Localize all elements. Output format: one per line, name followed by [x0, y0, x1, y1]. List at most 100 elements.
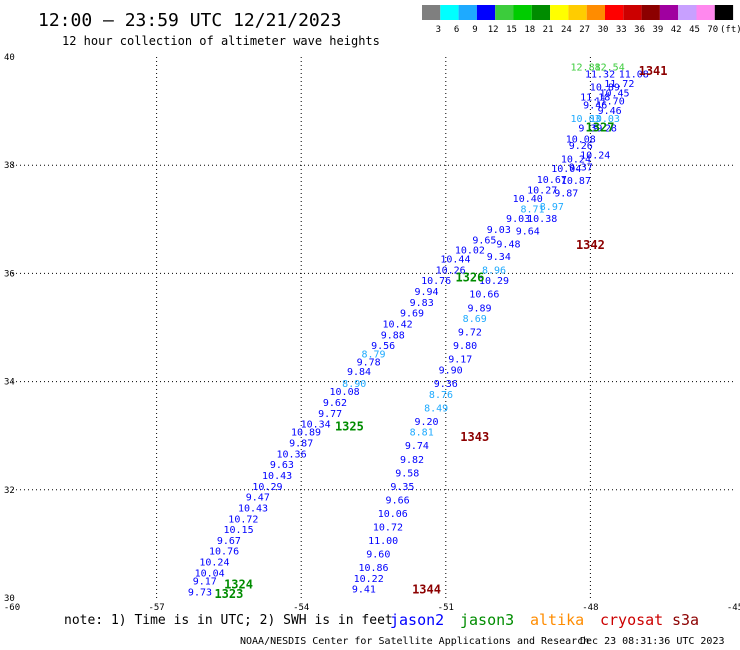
- wave-height-value: 9.82: [400, 455, 424, 466]
- wave-height-value: 8.81: [410, 428, 434, 439]
- wave-height-value: 10.45: [599, 88, 629, 99]
- legend-swatch: [531, 5, 551, 20]
- axis-ticks: -60 -57 -54 -51 -48 -45 30 32 34 36 38 40: [4, 53, 740, 613]
- wave-height-value: 9.03: [506, 214, 530, 225]
- wave-height-value: 9.35: [390, 482, 414, 493]
- x-tick-label: -51: [438, 603, 454, 613]
- wave-height-value: 11.70: [595, 97, 625, 108]
- x-tick-label: -45: [727, 603, 740, 613]
- satellite-name: jason2: [390, 611, 444, 629]
- wave-height-value: 9.39: [578, 124, 602, 135]
- wave-height-value: 9.87: [289, 439, 313, 450]
- wave-height-value: 10.72: [373, 522, 403, 533]
- wave-height-value: 10.08: [566, 134, 596, 145]
- wave-height-value: 10.66: [469, 290, 499, 301]
- wave-height-value: 9.94: [414, 287, 438, 298]
- wave-height-value: 9.72: [458, 328, 482, 339]
- legend-swatch: [495, 5, 514, 20]
- wave-height-value: 9.89: [467, 303, 491, 314]
- wave-height-value: 8.69: [463, 314, 487, 325]
- legend-swatch: [696, 5, 715, 20]
- legend-label: 6: [454, 25, 459, 35]
- pass-number-label: 1327: [586, 121, 615, 135]
- wave-height-value: 10.89: [590, 83, 620, 94]
- pass-number-label: 1325: [335, 419, 364, 433]
- y-tick-label: 34: [4, 378, 15, 388]
- wave-height-value: 11.00: [368, 536, 398, 547]
- wave-height-value: 10.42: [383, 320, 413, 331]
- wave-height-value: 9.47: [246, 493, 270, 504]
- legend-label: 45: [689, 25, 700, 35]
- wave-height-value: 9.80: [453, 341, 477, 352]
- wave-height-value: 10.76: [209, 547, 239, 558]
- pass-number-label: 1323: [214, 587, 243, 601]
- legend-label: 70: [707, 25, 718, 35]
- wave-height-value: 9.60: [366, 549, 390, 560]
- chart-subtitle: 12 hour collection of altimeter wave hei…: [62, 34, 380, 48]
- pass-number-label: 1326: [455, 271, 484, 285]
- legend-unit: (ft): [720, 25, 740, 35]
- legend-swatch: [440, 5, 459, 20]
- wave-height-value: 9.69: [400, 309, 424, 320]
- wave-height-value: 8.76: [429, 390, 453, 401]
- pass-number-label: 1324: [224, 577, 253, 591]
- wave-height-value: 9.17: [448, 355, 472, 366]
- wave-height-value: 9.66: [386, 495, 410, 506]
- legend-swatch: [568, 5, 587, 20]
- wave-height-value: 9.46: [583, 100, 607, 111]
- wave-height-value: 8.49: [424, 403, 448, 414]
- legend-label: 15: [506, 25, 517, 35]
- wave-height-value: 9.63: [270, 460, 294, 471]
- y-tick-label: 40: [4, 53, 15, 63]
- wave-height-value: 8.79: [361, 349, 385, 360]
- footer-credit: NOAA/NESDIS Center for Satellite Applica…: [240, 636, 589, 647]
- wave-height-value: 10.03: [571, 114, 601, 125]
- wave-height-value: 9.56: [371, 341, 395, 352]
- wave-height-value: 8.71: [521, 204, 545, 215]
- legend-swatch: [678, 5, 697, 20]
- legend-swatch: [550, 5, 569, 20]
- legend-label: 30: [598, 25, 609, 35]
- wave-height-value: 8.97: [540, 202, 564, 213]
- y-tick-label: 30: [4, 594, 15, 604]
- wave-height-value: 9.26: [569, 141, 593, 152]
- legend-swatch: [714, 5, 734, 20]
- legend-swatch: [586, 5, 605, 20]
- y-tick-label: 32: [4, 486, 15, 496]
- legend-label: 39: [652, 25, 663, 35]
- wave-height-value: 10.24: [580, 151, 610, 162]
- wave-height-value: 10.36: [277, 449, 307, 460]
- x-tick-label: -60: [4, 603, 20, 613]
- wave-height-value: 9.37: [569, 163, 593, 174]
- wave-height-value: 11.72: [604, 79, 634, 90]
- wave-height-value: 10.43: [238, 503, 268, 514]
- legend-swatch: [641, 5, 660, 20]
- wave-height-value: 10.87: [561, 176, 591, 187]
- y-tick-label: 36: [4, 269, 15, 279]
- wave-height-value: 9.48: [496, 239, 520, 250]
- wave-height-value: 9.87: [554, 189, 578, 200]
- legend-swatch: [513, 5, 532, 20]
- wave-height-value: 9.83: [410, 298, 434, 309]
- legend-label: 42: [671, 25, 682, 35]
- wave-height-value: 9.46: [598, 106, 622, 117]
- x-tick-label: -48: [582, 603, 598, 613]
- wave-height-value: 10.89: [291, 428, 321, 439]
- wave-height-value: 9.88: [381, 330, 405, 341]
- wave-height-value: 9.90: [439, 365, 463, 376]
- wave-height-value: 10.02: [455, 245, 485, 256]
- wave-height-value: 10.44: [440, 255, 470, 266]
- satellite-name: altika: [530, 611, 584, 629]
- wave-height-value: 10.27: [527, 185, 557, 196]
- footer-timestamp: Dec 23 08:31:36 UTC 2023: [580, 636, 725, 647]
- legend-label: 27: [579, 25, 590, 35]
- wave-height-value: 9.62: [323, 398, 347, 409]
- legend-swatch: [476, 5, 496, 20]
- wave-height-value: 8.96: [482, 265, 506, 276]
- satellite-legend: jason2 jason3 altika cryosat s3a: [390, 611, 699, 629]
- legend-swatch: [422, 5, 441, 20]
- wave-height-value: 10.24: [199, 558, 229, 569]
- wave-height-value: 11.08: [619, 70, 649, 81]
